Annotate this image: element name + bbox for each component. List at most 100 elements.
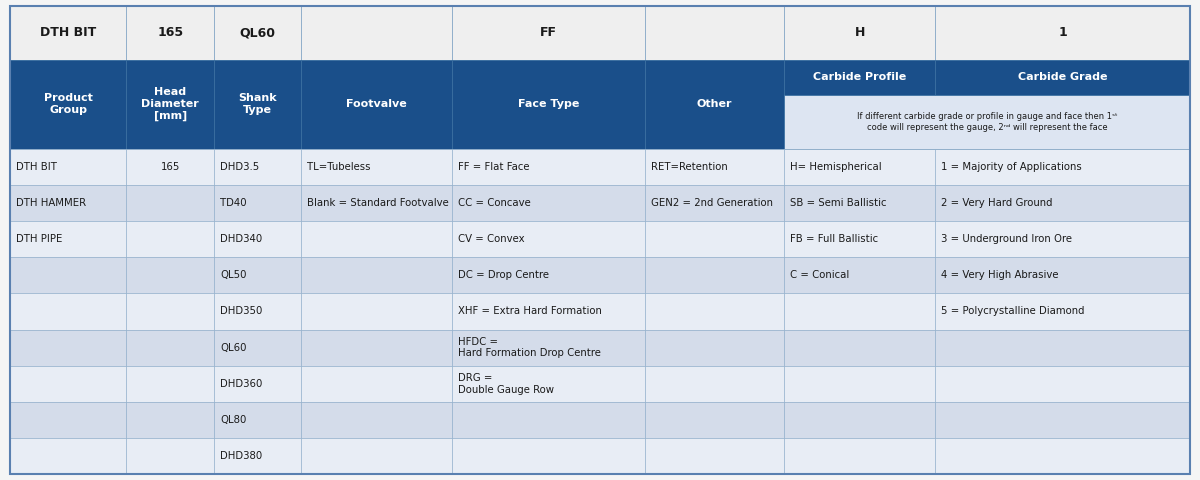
Text: C = Conical: C = Conical [791,270,850,280]
Bar [126,221,214,257]
Text: DTH BIT: DTH BIT [16,162,56,172]
Bar [785,257,935,293]
Bar [301,330,452,366]
Bar [10,149,126,185]
Bar [785,293,935,330]
Bar [126,60,214,149]
Bar [10,60,126,149]
Text: 1: 1 [1058,26,1067,39]
Bar [126,257,214,293]
Text: DHD350: DHD350 [220,306,263,316]
Text: Carbide Grade: Carbide Grade [1018,72,1108,83]
Text: H= Hemispherical: H= Hemispherical [791,162,882,172]
Bar [452,438,644,474]
Text: DHD3.5: DHD3.5 [220,162,259,172]
Bar [644,185,785,221]
Text: DTH PIPE: DTH PIPE [16,234,62,244]
Bar [935,221,1190,257]
Bar [126,185,214,221]
Bar [452,185,644,221]
Text: QL50: QL50 [220,270,246,280]
Text: Blank = Standard Footvalve: Blank = Standard Footvalve [307,198,449,208]
Text: Product
Group: Product Group [43,93,92,115]
Bar [10,185,126,221]
Bar [126,366,214,402]
Bar [785,402,935,438]
Bar [301,257,452,293]
Bar [301,402,452,438]
Text: 3 = Underground Iron Ore: 3 = Underground Iron Ore [941,234,1073,244]
Bar [785,149,935,185]
Text: TD40: TD40 [220,198,246,208]
Bar [644,60,785,149]
Text: QL60: QL60 [220,343,246,353]
Text: TL=Tubeless: TL=Tubeless [307,162,371,172]
Text: HFDC =
Hard Formation Drop Centre: HFDC = Hard Formation Drop Centre [458,337,601,359]
Text: If different carbide grade or profile in gauge and face then 1ˢᵗ
code will repre: If different carbide grade or profile in… [857,112,1117,132]
Bar [10,257,126,293]
Bar [644,221,785,257]
Text: Shank
Type: Shank Type [239,93,277,115]
Text: FF = Flat Face: FF = Flat Face [458,162,530,172]
Bar [10,438,126,474]
Bar [214,60,301,149]
Text: H: H [854,26,865,39]
Bar [301,438,452,474]
Text: DHD380: DHD380 [220,451,262,461]
Bar [935,402,1190,438]
Text: QL60: QL60 [240,26,276,39]
Bar [126,402,214,438]
Bar [126,293,214,330]
Bar [452,402,644,438]
Bar [785,185,935,221]
Bar [301,6,452,60]
Text: Face Type: Face Type [518,99,580,109]
Bar [935,149,1190,185]
Bar [301,149,452,185]
Text: CV = Convex: CV = Convex [458,234,526,244]
Bar [10,221,126,257]
Text: Footvalve: Footvalve [347,99,407,109]
Text: DRG =
Double Gauge Row: DRG = Double Gauge Row [458,373,554,395]
Text: QL80: QL80 [220,415,246,425]
Text: FF: FF [540,26,557,39]
Text: GEN2 = 2nd Generation: GEN2 = 2nd Generation [650,198,773,208]
Bar [301,221,452,257]
Bar [214,293,301,330]
Bar [214,402,301,438]
Bar [644,438,785,474]
Bar [301,293,452,330]
Bar [126,6,214,60]
Bar [935,293,1190,330]
Bar [644,257,785,293]
Text: Head
Diameter
[mm]: Head Diameter [mm] [142,87,199,121]
Text: Other: Other [697,99,732,109]
Bar [214,366,301,402]
Bar [935,60,1190,95]
Bar [644,293,785,330]
Bar [452,330,644,366]
Text: DC = Drop Centre: DC = Drop Centre [458,270,550,280]
Bar [785,221,935,257]
Bar [214,257,301,293]
Bar [10,330,126,366]
Text: 5 = Polycrystalline Diamond: 5 = Polycrystalline Diamond [941,306,1085,316]
Bar [214,149,301,185]
Text: 4 = Very High Abrasive: 4 = Very High Abrasive [941,270,1058,280]
Bar [785,95,1190,149]
Bar [935,366,1190,402]
Bar [644,366,785,402]
Text: CC = Concave: CC = Concave [458,198,532,208]
Bar [452,221,644,257]
Text: FB = Full Ballistic: FB = Full Ballistic [791,234,878,244]
Bar [301,60,452,149]
Text: DTH HAMMER: DTH HAMMER [16,198,85,208]
Bar [785,6,935,60]
Bar [301,366,452,402]
Bar [452,149,644,185]
Bar [214,438,301,474]
Bar [301,185,452,221]
Text: DTH BIT: DTH BIT [40,26,96,39]
Text: 2 = Very Hard Ground: 2 = Very Hard Ground [941,198,1052,208]
Bar [214,6,301,60]
